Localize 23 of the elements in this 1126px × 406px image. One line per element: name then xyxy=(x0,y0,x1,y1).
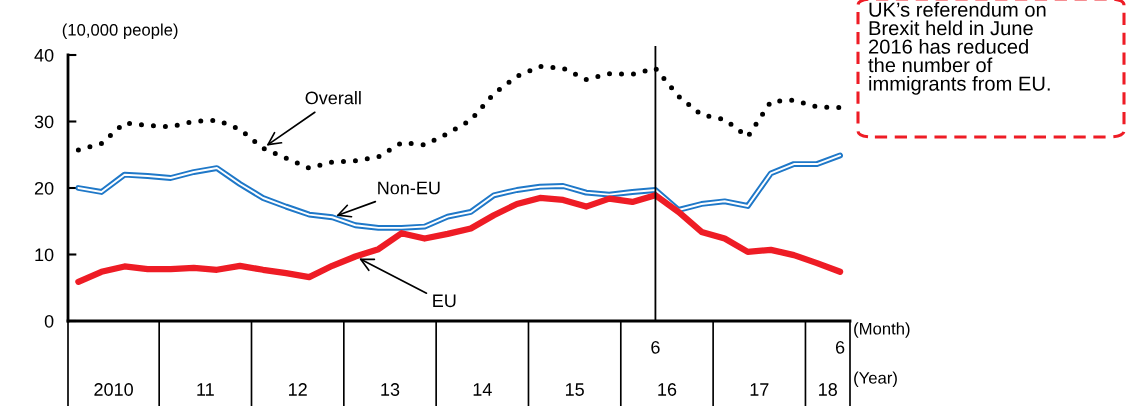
text: 15 xyxy=(565,383,584,396)
text: EU xyxy=(433,294,456,308)
y-tick-label: 40 xyxy=(34,48,54,62)
text: 18 xyxy=(819,383,837,396)
y-tick-label: 20 xyxy=(34,181,54,195)
text: 2010 xyxy=(94,383,133,396)
text: 13 xyxy=(381,383,400,396)
text: Overall xyxy=(305,91,361,105)
text: 12 xyxy=(289,383,307,396)
text: 17 xyxy=(750,383,769,396)
x-tick-label: 6 xyxy=(835,340,845,354)
y-tick-label: 10 xyxy=(35,248,54,262)
y-tick-label: 30 xyxy=(34,115,54,129)
x-tick-label: 6 xyxy=(651,340,660,354)
y-axis-title: (10,000 people) xyxy=(62,23,178,40)
series-label: Non-EU xyxy=(378,181,440,195)
text: (Year) xyxy=(854,371,897,388)
x-axis-title: (Month) xyxy=(854,322,910,338)
text: 16 xyxy=(658,383,677,396)
text: UK’s referendum on Brexit held in June 2016 has reduced the number of immigrants from EU. xyxy=(868,2,1050,95)
y-tick-label: 0 xyxy=(44,314,54,328)
text: 14 xyxy=(473,383,492,396)
text: 11 xyxy=(197,383,214,396)
